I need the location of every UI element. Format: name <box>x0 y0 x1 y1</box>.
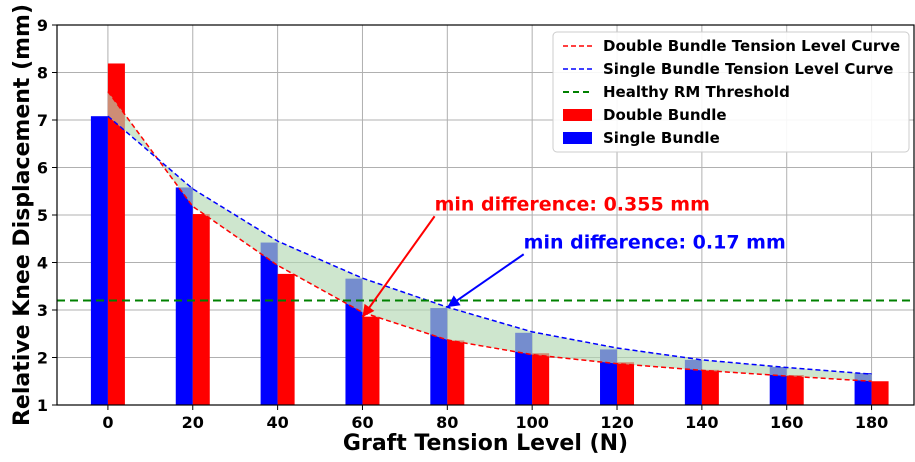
legend-label: Double Bundle <box>603 106 727 124</box>
bar-single-bundle <box>684 359 702 405</box>
y-tick-label: 5 <box>37 206 48 225</box>
legend-label: Healthy RM Threshold <box>603 83 790 101</box>
x-axis-label: Graft Tension Level (N) <box>343 431 628 456</box>
y-axis-label: Relative Knee Displacement (mm) <box>10 4 35 426</box>
bar-single-bundle <box>854 373 872 405</box>
x-tick-label: 80 <box>436 413 458 432</box>
bar-double-bundle <box>786 375 804 405</box>
x-tick-label: 60 <box>351 413 373 432</box>
x-tick-label: 20 <box>182 413 204 432</box>
x-tick-label: 40 <box>266 413 288 432</box>
single-bundle-curve <box>107 115 872 375</box>
annotation-text: min difference: 0.17 mm <box>524 231 786 253</box>
y-tick-label: 6 <box>37 159 48 178</box>
annotation-arrow-head <box>447 295 461 308</box>
legend-label: Single Bundle Tension Level Curve <box>603 60 893 78</box>
bar-single-bundle <box>600 349 618 405</box>
bar-single-bundle <box>769 367 787 405</box>
x-tick-label: 140 <box>685 413 718 432</box>
bar-single-bundle <box>175 187 193 405</box>
bar-double-bundle <box>277 273 295 405</box>
bar-double-bundle <box>871 381 889 405</box>
double-bundle-curve <box>107 91 872 382</box>
y-tick-label: 8 <box>37 64 48 83</box>
y-tick-label: 1 <box>37 396 48 415</box>
x-tick-label: 120 <box>600 413 633 432</box>
bar-single-bundle <box>90 116 108 405</box>
y-tick-label: 4 <box>37 254 48 273</box>
bar-double-bundle <box>447 340 465 405</box>
bar-double-bundle <box>192 214 210 405</box>
bar-double-bundle <box>107 63 125 405</box>
legend-swatch <box>563 109 592 121</box>
annotation-text: min difference: 0.355 mm <box>435 193 710 215</box>
annotation-arrow-line <box>361 215 436 318</box>
x-tick-label: 160 <box>770 413 803 432</box>
x-tick-label: 0 <box>102 413 113 432</box>
legend-swatch <box>563 132 592 144</box>
fill-between-curves <box>107 91 872 382</box>
y-tick-label: 9 <box>37 16 48 35</box>
x-tick-label: 180 <box>855 413 888 432</box>
bar-double-bundle <box>617 362 635 405</box>
legend-label: Single Bundle <box>603 129 720 147</box>
bar-double-bundle <box>362 316 380 405</box>
bar-double-bundle <box>701 369 719 405</box>
y-tick-label: 2 <box>37 349 48 368</box>
bar-double-bundle <box>532 353 550 405</box>
annotation-arrow-line <box>446 253 525 308</box>
y-tick-label: 7 <box>37 111 48 130</box>
legend-box <box>552 31 910 153</box>
x-tick-label: 100 <box>515 413 548 432</box>
bar-single-bundle <box>260 242 278 405</box>
legend-label: Double Bundle Tension Level Curve <box>603 37 900 55</box>
y-tick-label: 3 <box>37 301 48 320</box>
annotation-arrow-head <box>362 303 375 318</box>
